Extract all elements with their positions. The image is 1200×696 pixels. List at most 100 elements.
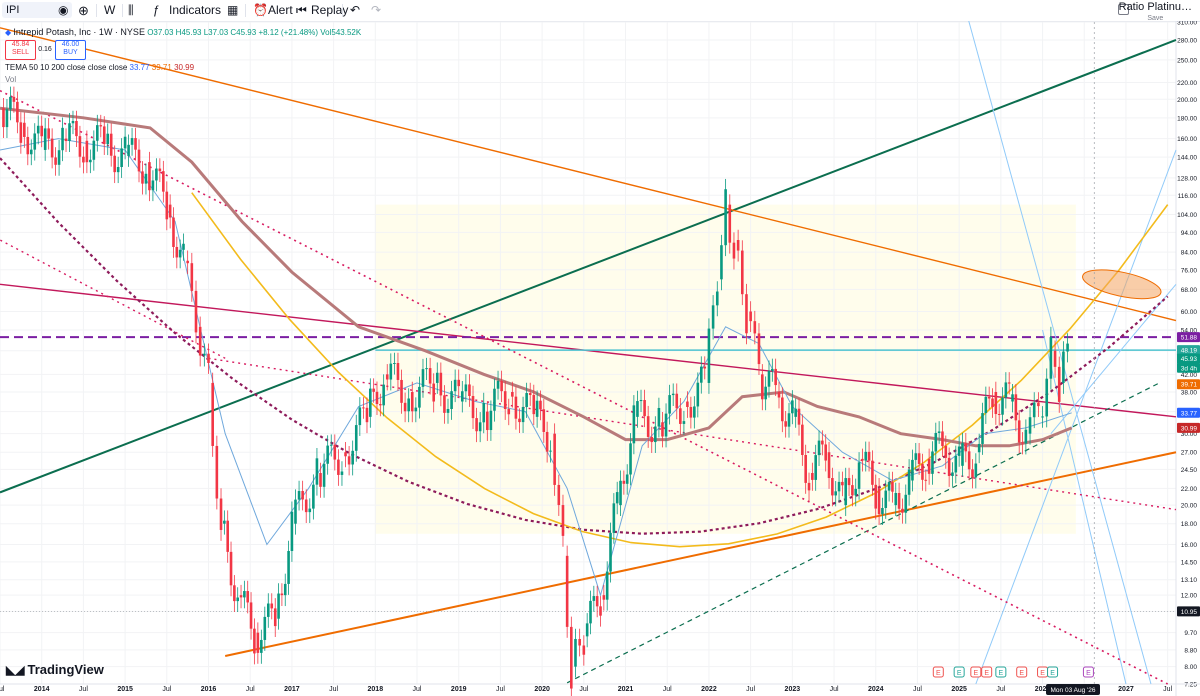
price-chart[interactable]: 7.25 8.00 8.80 9.70 10.95 12.00 13.10 14.50 16.0… xyxy=(0,21,1200,696)
indicators-icon[interactable]: ƒ xyxy=(153,3,160,17)
candle-body xyxy=(528,393,532,396)
candle-body xyxy=(239,595,243,598)
divider xyxy=(342,4,343,17)
candle-body xyxy=(432,383,436,402)
candle-body xyxy=(182,243,185,250)
earnings-marker-label: E xyxy=(936,670,941,677)
candle-body xyxy=(301,491,304,500)
alert-icon[interactable]: ⏰ xyxy=(253,3,268,17)
x-tick-label: Jul xyxy=(913,686,922,693)
candle-body xyxy=(668,395,671,414)
candle-body xyxy=(393,363,396,365)
candle-body xyxy=(407,398,410,412)
candle-body xyxy=(585,623,589,637)
symbol-logo-icon: ◆ xyxy=(5,28,12,37)
volume-legend: Vol xyxy=(5,75,16,84)
x-tick-label: Jul xyxy=(246,686,255,693)
candle-body xyxy=(761,374,764,400)
candle-body xyxy=(994,391,998,414)
redo-icon[interactable]: ↷ xyxy=(371,3,382,17)
candle-body xyxy=(57,150,61,165)
interval-button[interactable]: W xyxy=(104,3,116,17)
candle-body xyxy=(565,555,569,627)
candle-body xyxy=(781,397,784,422)
replay-button[interactable]: Replay xyxy=(311,3,349,17)
earnings-marker xyxy=(970,666,982,678)
candle-body xyxy=(71,120,75,124)
candle-body xyxy=(464,384,468,392)
candle-body xyxy=(1049,337,1053,379)
candle-body xyxy=(549,450,552,452)
chart-type-icon[interactable]: ⫼ xyxy=(128,3,134,17)
x-tick-label: 2025 xyxy=(951,686,967,693)
layout-name-button[interactable]: Ratio Platinu… Save xyxy=(1119,2,1192,24)
sell-button[interactable]: 45.84 SELL xyxy=(5,40,36,60)
price-axis-tag xyxy=(1177,345,1200,356)
x-tick-label: Jul xyxy=(663,686,672,693)
candle-body xyxy=(1028,417,1032,434)
trendline-orange-upper xyxy=(0,27,1177,322)
candle-body xyxy=(831,478,834,496)
volume-label: Vol xyxy=(5,75,17,84)
templates-icon[interactable]: ▦ xyxy=(227,3,239,17)
candle-body xyxy=(711,305,715,329)
candle-body xyxy=(629,443,632,475)
candle-body xyxy=(791,400,794,414)
candle-body xyxy=(699,366,703,383)
earnings-marker xyxy=(1047,666,1059,678)
candle-body xyxy=(542,409,546,432)
buy-button[interactable]: 46.00 BUY xyxy=(55,40,86,60)
candle-body xyxy=(824,444,828,461)
x-tick-label: 2020 xyxy=(534,686,550,693)
x-tick-label: Jul xyxy=(830,686,839,693)
candle-body xyxy=(837,481,841,492)
candle-body xyxy=(29,149,33,155)
candle-body xyxy=(675,393,679,409)
y-tick-label: 104.00 xyxy=(1177,212,1197,219)
candle-body xyxy=(821,440,824,445)
candle-body xyxy=(646,416,650,437)
sell-price: 45.84 xyxy=(11,41,30,48)
candle-body xyxy=(297,491,301,500)
add-symbol-icon[interactable]: ⊕ xyxy=(78,3,89,18)
alert-button[interactable]: Alert xyxy=(268,3,293,17)
candle-body xyxy=(162,171,165,192)
candle-body xyxy=(68,123,71,142)
price-axis-tag xyxy=(1177,606,1200,617)
candle-body xyxy=(592,596,596,601)
earnings-marker-label: E xyxy=(1050,670,1055,677)
candle-body xyxy=(967,451,971,470)
candle-body xyxy=(884,490,888,508)
price-axis-tag-label: 30.99 xyxy=(1181,425,1198,432)
candle-body xyxy=(964,443,968,452)
candle-body xyxy=(418,386,421,408)
candle-body xyxy=(605,571,609,600)
candle-body xyxy=(514,396,518,419)
candle-body xyxy=(175,246,179,258)
x-tick-label: 2019 xyxy=(451,686,467,693)
candle-body xyxy=(1024,429,1028,444)
candle-body xyxy=(745,294,748,334)
candle-body xyxy=(96,125,99,141)
replay-icon[interactable]: ⏮ xyxy=(296,3,307,17)
candle-body xyxy=(130,138,134,145)
x-tick-label: Jul xyxy=(162,686,171,693)
buy-price: 46.00 xyxy=(61,41,80,48)
eye-icon[interactable]: ◉ xyxy=(58,3,69,17)
price-axis-tag-label: 39.71 xyxy=(1181,382,1198,389)
symbol-search[interactable]: IPI xyxy=(2,2,72,18)
y-tick-label: 30.00 xyxy=(1181,431,1198,438)
x-tick-label: 2015 xyxy=(117,686,133,693)
ratio-checkbox[interactable] xyxy=(1118,4,1129,15)
candle-body xyxy=(582,645,586,655)
candle-body xyxy=(1057,366,1061,402)
indicators-button[interactable]: Indicators xyxy=(169,3,222,17)
candle-body xyxy=(728,204,732,243)
tema-legend: TEMA 50 10 200 close close close 33.77 3… xyxy=(5,63,194,72)
candle-body xyxy=(947,457,951,476)
candle-body xyxy=(553,433,556,485)
candle-body xyxy=(19,122,23,143)
undo-icon[interactable]: ↶ xyxy=(350,3,361,17)
candle-body xyxy=(937,431,941,433)
candle-body xyxy=(671,393,675,396)
